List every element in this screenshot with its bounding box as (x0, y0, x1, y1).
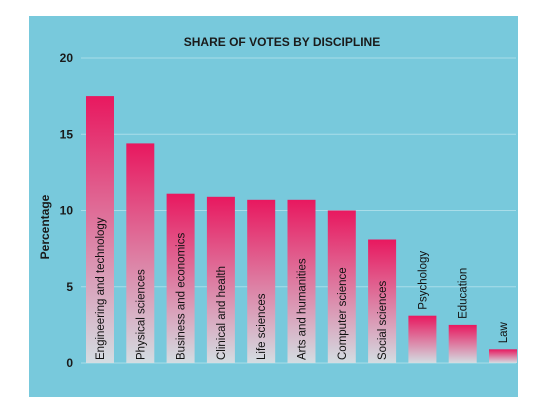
y-tick-label: 0 (66, 356, 73, 370)
bar-law (489, 349, 517, 363)
bar-computer-science (327, 210, 356, 363)
bar-label: Law (498, 322, 510, 344)
y-tick-label: 20 (60, 51, 74, 65)
bar-business-and-economics (166, 193, 195, 363)
bar-clinical-and-health (206, 196, 235, 363)
y-axis-label: Percentage (38, 194, 52, 259)
bar-social-sciences (368, 239, 397, 363)
bar-life-sciences (247, 199, 276, 363)
y-tick-label: 10 (60, 204, 74, 218)
bar-label: Physical sciences (135, 269, 147, 360)
bar-label: Education (458, 268, 470, 319)
bar-label: Arts and humanities (297, 258, 309, 360)
bar-label: Life sciences (256, 293, 268, 360)
bar-label: Social sciences (377, 280, 389, 360)
bar-education (448, 324, 477, 363)
y-tick-label: 5 (66, 280, 73, 294)
bar-label: Engineering and technology (95, 217, 107, 360)
chart-title: SHARE OF VOTES BY DISCIPLINE (184, 35, 380, 49)
y-tick-label: 15 (60, 127, 74, 141)
bar-label: Clinical and health (216, 266, 228, 360)
bar-physical-sciences (126, 143, 155, 363)
bar-engineering-and-technology (86, 96, 114, 363)
bar-label: Computer science (337, 267, 349, 360)
bar-label: Psychology (417, 251, 429, 310)
bar-label: Business and economics (176, 233, 188, 360)
bar-arts-and-humanities (287, 199, 316, 363)
bar-psychology (408, 315, 437, 363)
chart-panel: SHARE OF VOTES BY DISCIPLINE Percentage … (29, 16, 518, 397)
bar-chart: SHARE OF VOTES BY DISCIPLINE Percentage … (38, 35, 517, 370)
